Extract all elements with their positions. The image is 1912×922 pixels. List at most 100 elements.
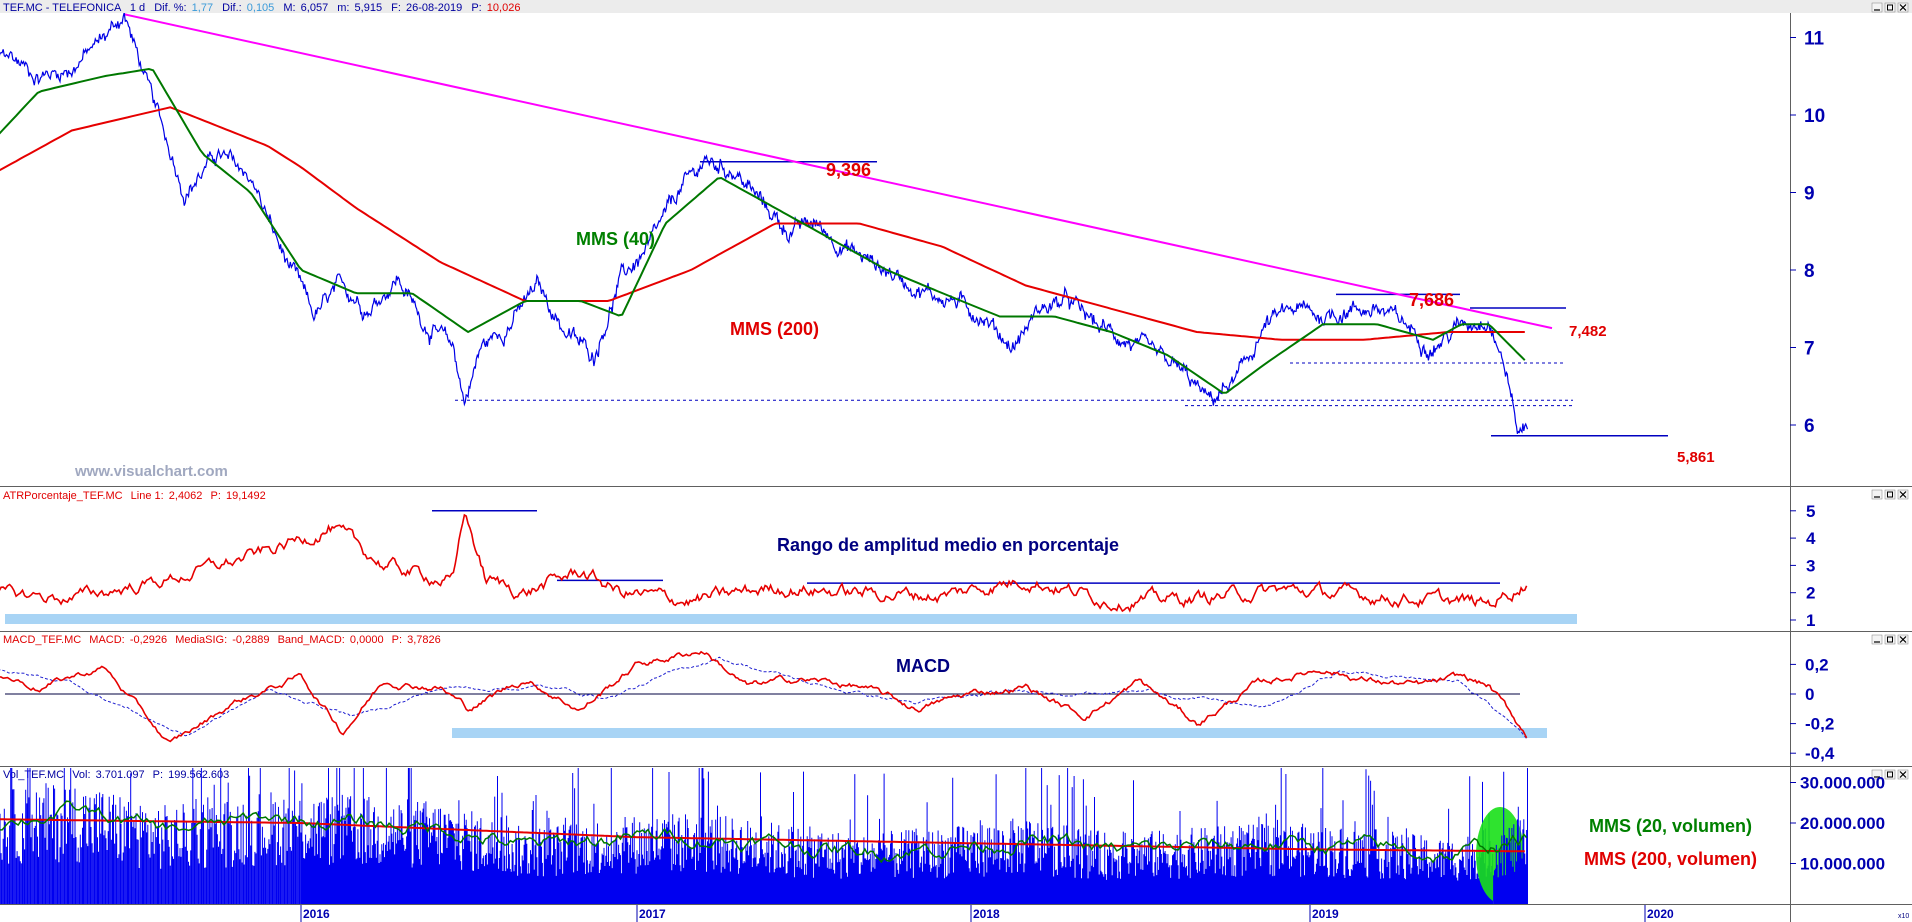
atr-guides (5, 510, 1577, 624)
y-tick-label: 3 (1806, 556, 1815, 575)
scale-corner-label: x10 (1898, 913, 1909, 920)
svg-text:ATRPorcentaje_TEF.MC Lin: ATRPorcentaje_TEF.MC Line 1: 2,4062 P: 1… (3, 490, 266, 502)
y-tick-label: 11 (1804, 29, 1825, 50)
x-axis: 2016 2017 2018 2019 2020 (0, 905, 1790, 922)
volume-pane-header: Vol_TEF.MC Vol: 3.701.097 P: 199.562.603 (3, 769, 229, 781)
y-tick-label: -0,2 (1805, 715, 1834, 734)
svg-text:TEF.MC - TELEFONICA 1 d: TEF.MC - TELEFONICA 1 d Dif. %: 1,77 Dif… (3, 2, 520, 14)
support-resistance-lines (455, 161, 1668, 437)
y-tick-label: 4 (1806, 529, 1816, 548)
volume-mms200-line (0, 818, 1525, 853)
y-tick-label: -0,4 (1805, 744, 1835, 763)
volume-pane (0, 768, 1528, 904)
restore-icon[interactable] (1884, 489, 1896, 500)
dif-pct-value: 1,77 (192, 2, 213, 14)
price-value: 10,026 (487, 2, 521, 14)
close-icon[interactable] (1897, 634, 1909, 645)
volume-p-value: 199.562.603 (168, 769, 229, 781)
svg-text:MACD_TEF.MC MACD:: MACD_TEF.MC MACD: -0,2926 MediaSIG: -0,2… (3, 634, 441, 646)
volume-value: 3.701.097 (96, 769, 145, 781)
atr-pane-header: ATRPorcentaje_TEF.MC Line 1: 2,4062 P: 1… (3, 490, 266, 502)
macd-value: -0,2926 (130, 634, 167, 646)
restore-icon[interactable] (1884, 769, 1896, 780)
minimize-icon[interactable] (1871, 2, 1883, 13)
volume-mms20-line (0, 800, 1528, 864)
minimize-icon[interactable] (1871, 769, 1883, 780)
macd-p-value: 3,7826 (407, 634, 441, 646)
x-tick-label: 2019 (1312, 907, 1339, 921)
svg-text:Vol_TEF.MC Vol: 3.: Vol_TEF.MC Vol: 3.701.097 P: 199.562.603 (3, 769, 229, 781)
y-tick-label: 5 (1806, 502, 1815, 521)
level-label-7686: 7,686 (1409, 290, 1454, 310)
window-controls (1871, 2, 1909, 780)
volume-bars-highlighted (1493, 768, 1528, 904)
macd-title: MACD (896, 656, 950, 676)
close-icon[interactable] (1897, 489, 1909, 500)
volume-bars (0, 768, 1494, 904)
x-axis-bg (0, 905, 1790, 922)
period-label: 1 d (130, 2, 145, 14)
downtrend-line (124, 13, 1553, 330)
dif-value: 0,105 (247, 2, 275, 14)
atr-p-value: 19,1492 (226, 490, 266, 502)
x-tick-label: 2017 (639, 907, 666, 921)
atr-title: Rango de amplitud medio en porcentaje (777, 535, 1119, 555)
minimize-icon[interactable] (1871, 489, 1883, 500)
x-tick-label: 2020 (1647, 907, 1674, 921)
min-value: 5,915 (355, 2, 383, 14)
macd-sig-value: -0,2889 (232, 634, 269, 646)
atr-y-axis: 5 4 3 2 1 (1790, 502, 1816, 630)
macd-band-value: 0,0000 (350, 634, 384, 646)
price-pane (0, 13, 1668, 437)
level-label-5861: 5,861 (1677, 449, 1715, 466)
mms40-label: MMS (40) (576, 229, 655, 249)
minimize-icon[interactable] (1871, 634, 1883, 645)
y-tick-label: 1 (1806, 611, 1815, 630)
close-icon[interactable] (1897, 2, 1909, 13)
y-tick-label: 10 (1804, 106, 1825, 127)
volume-mms20-label: MMS (20, volumen) (1589, 816, 1752, 836)
restore-icon[interactable] (1884, 634, 1896, 645)
atr-pane (0, 510, 1577, 624)
atr-series-line (0, 513, 1528, 613)
restore-icon[interactable] (1884, 2, 1896, 13)
y-tick-label: 8 (1804, 261, 1815, 282)
close-icon[interactable] (1897, 769, 1909, 780)
macd-guides (5, 693, 1547, 738)
price-pane-header: TEF.MC - TELEFONICA 1 d Dif. %: 1,77 Dif… (0, 0, 1912, 14)
mms40-line (0, 67, 1526, 394)
mms200-line (0, 106, 1525, 341)
macd-series-line (0, 650, 1528, 743)
y-tick-label: 2 (1806, 584, 1815, 603)
atr-line-value: 2,4062 (169, 490, 203, 502)
y-tick-label: 20.000.000 (1800, 814, 1885, 833)
volume-y-axis: 30.000.000 20.000.000 10.000.000 (1790, 774, 1885, 874)
y-tick-label: 10.000.000 (1800, 855, 1885, 874)
y-tick-label: 0,2 (1805, 655, 1829, 674)
price-y-axis: 11 10 9 8 7 6 (1790, 29, 1825, 437)
macd-pane (0, 650, 1547, 743)
volume-mms200-label: MMS (200, volumen) (1584, 849, 1757, 869)
watermark: www.visualchart.com (74, 463, 228, 480)
macd-pane-header: MACD_TEF.MC MACD: -0,2926 MediaSIG: -0,2… (3, 634, 441, 646)
y-tick-label: 7 (1804, 339, 1815, 360)
mms200-label: MMS (200) (730, 319, 819, 339)
level-label-9396: 9,396 (826, 160, 871, 180)
price-series-line (0, 13, 1529, 435)
y-tick-label: 9 (1804, 184, 1815, 205)
macd-y-axis: 0,2 0 -0,2 -0,4 (1790, 655, 1835, 763)
ticker-title: TEF.MC - TELEFONICA (3, 2, 122, 14)
max-value: 6,057 (301, 2, 329, 14)
level-label-7482: 7,482 (1569, 323, 1607, 340)
pane-frames (0, 13, 1912, 922)
macd-highlight-band (452, 728, 1547, 738)
y-tick-label: 0 (1805, 685, 1814, 704)
x-tick-label: 2016 (303, 907, 330, 921)
y-tick-label: 6 (1804, 416, 1815, 437)
date-value: 26-08-2019 (406, 2, 462, 14)
y-tick-label: 30.000.000 (1800, 774, 1885, 793)
macd-signal-line (0, 656, 1527, 739)
atr-highlight-band (5, 614, 1577, 624)
x-tick-label: 2018 (973, 907, 1000, 921)
